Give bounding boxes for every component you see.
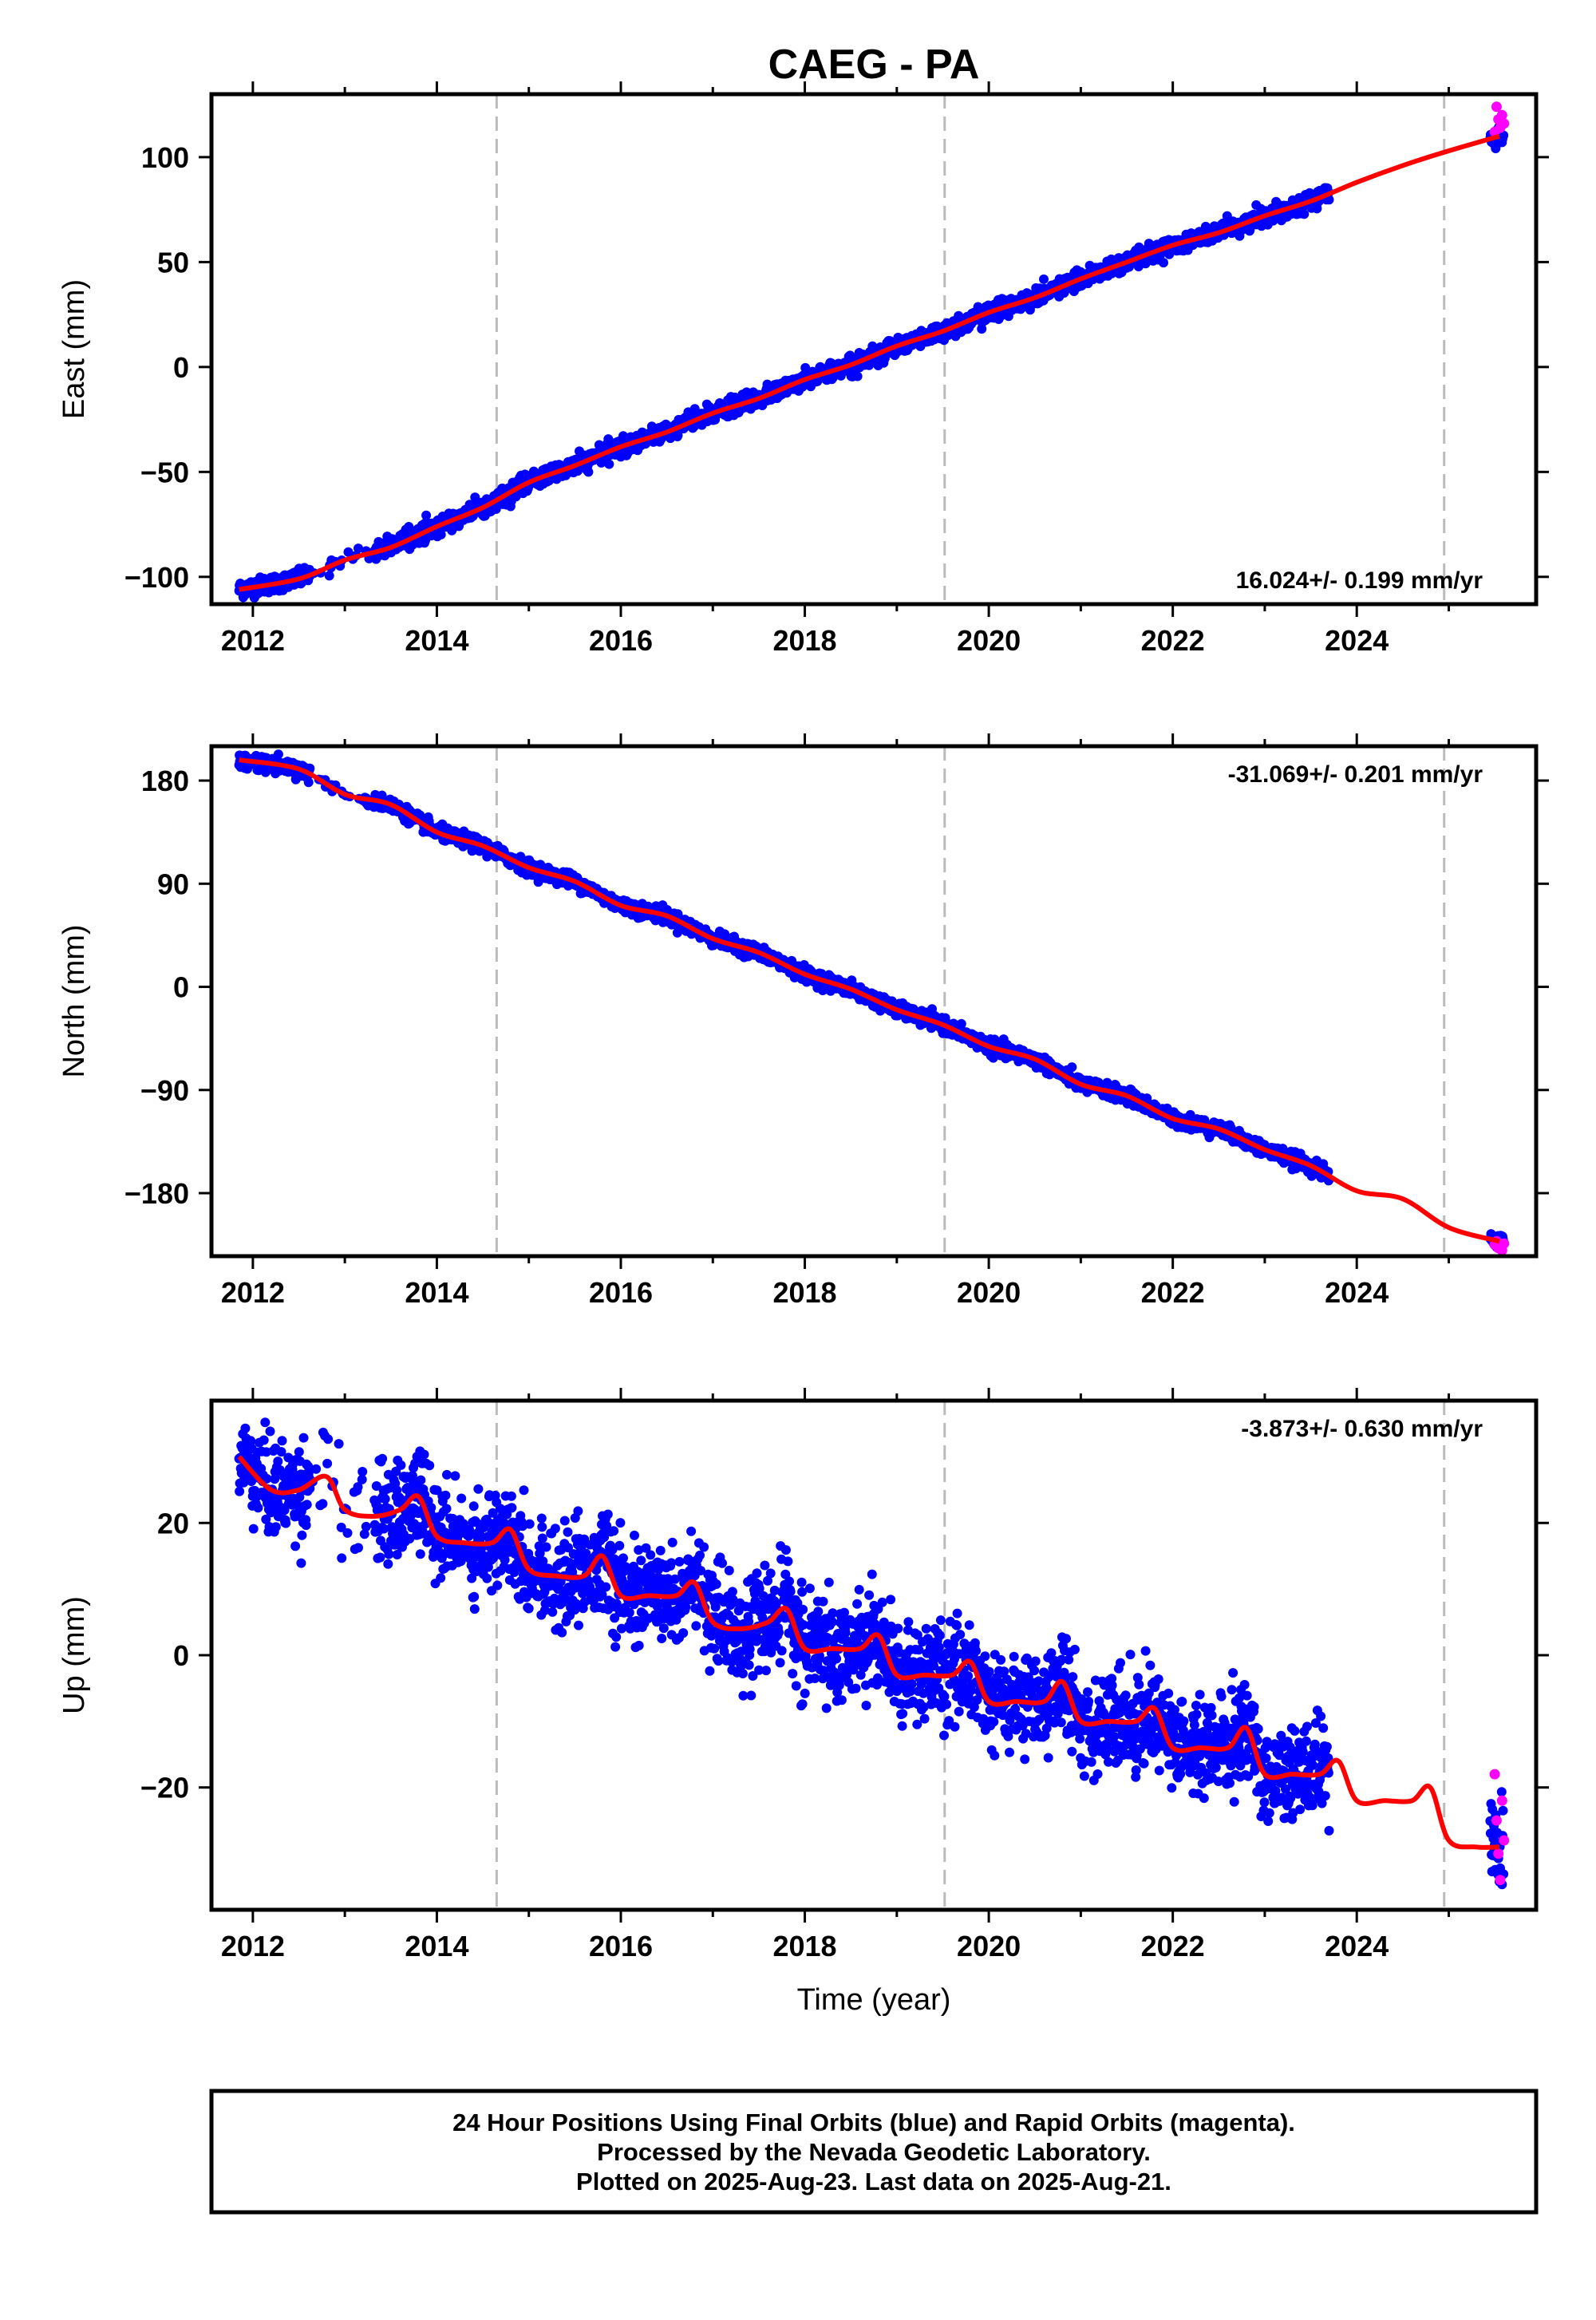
x-tick-label: 2018 xyxy=(772,624,836,657)
plot-area-east xyxy=(235,94,1510,604)
x-tick-label: 2024 xyxy=(1325,624,1389,657)
x-tick-label: 2014 xyxy=(405,624,468,657)
velocity-annotation: 16.024+/- 0.199 mm/yr xyxy=(1236,567,1483,594)
panel-east: 2012 2014 2016 2018 2020 2022 2024 100 50 0 −50 −10… xyxy=(57,81,1549,657)
x-tick-label: 2022 xyxy=(1141,624,1205,657)
y-tick-label: −50 xyxy=(140,456,189,488)
x-tick-label: 2020 xyxy=(957,624,1021,657)
final-orbit-point xyxy=(957,1019,966,1029)
final-orbit-point xyxy=(274,749,283,759)
panels: 2012 2014 2016 2018 2020 2022 2024 100 50 0 −50 −10… xyxy=(57,81,1549,2017)
y-tick-label: −100 xyxy=(124,561,189,594)
final-orbit-point xyxy=(325,571,334,580)
y-tick-label: 50 xyxy=(157,246,189,279)
final-orbit-point xyxy=(1299,209,1309,219)
final-orbit-point xyxy=(304,777,314,787)
final-orbit-point xyxy=(583,467,593,476)
x-tick-label: 2012 xyxy=(221,624,285,657)
final-orbit-point xyxy=(1039,275,1049,284)
plot-area-north xyxy=(235,746,1510,1256)
y-tick-label: 0 xyxy=(173,351,189,384)
y-axis-label: East (mm) xyxy=(57,279,91,419)
final-orbit-point xyxy=(1067,1062,1077,1072)
final-orbit-point xyxy=(1159,258,1168,267)
chart-title: CAEG - PA xyxy=(768,41,980,88)
rapid-orbit-point xyxy=(1499,118,1509,128)
final-orbit-point xyxy=(604,460,614,469)
final-orbit-point xyxy=(853,372,863,381)
y-tick-label: 100 xyxy=(141,141,189,174)
x-tick-label: 2016 xyxy=(589,624,653,657)
